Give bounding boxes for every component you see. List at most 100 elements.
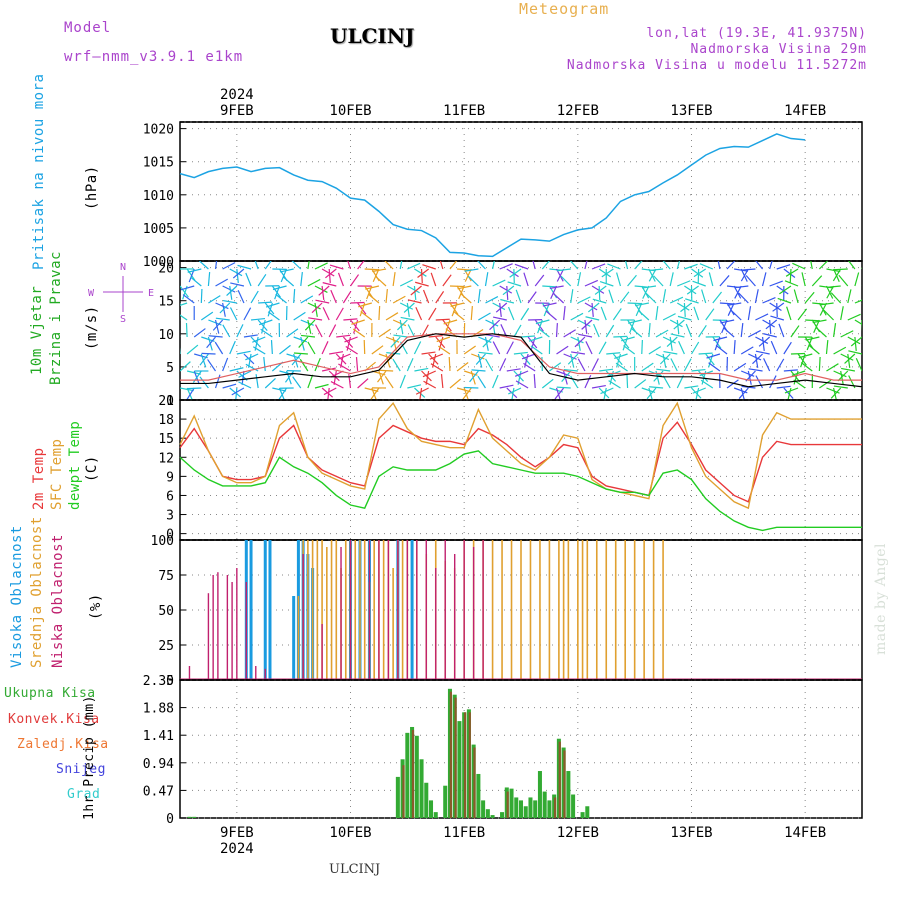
wind-barb xyxy=(727,302,735,316)
wind-barb xyxy=(378,305,381,321)
wind-barb xyxy=(808,344,820,355)
wind-barb xyxy=(599,280,614,287)
y-tick-label: 2.35 xyxy=(143,674,174,689)
wind-barb xyxy=(357,378,369,389)
wind-barb xyxy=(378,328,391,338)
precip-conv-bar xyxy=(563,750,566,818)
wind-barb xyxy=(307,341,316,355)
temp-sfc-label: SFC Temp xyxy=(49,438,65,510)
wind-barb xyxy=(199,353,209,366)
wind-barb xyxy=(761,272,767,287)
y-tick-label: 0 xyxy=(166,812,174,827)
wind-barb xyxy=(601,268,614,278)
compass-w: W xyxy=(88,288,95,299)
wind-barb xyxy=(670,333,685,338)
wind-barb xyxy=(747,306,752,321)
wind-barb xyxy=(463,345,476,355)
wind-barb xyxy=(776,285,789,295)
wind-barb xyxy=(600,387,614,395)
wind-barb xyxy=(257,319,268,332)
wind-barb xyxy=(482,336,494,348)
wind-barb xyxy=(384,261,394,270)
precip-conv-bar xyxy=(553,797,557,818)
wind-barb xyxy=(413,285,417,300)
wind-barb xyxy=(478,336,492,344)
wind-barb xyxy=(420,268,423,284)
wind-barb xyxy=(584,261,588,270)
wind-barb xyxy=(180,285,189,298)
wind-barb xyxy=(438,345,451,355)
wind-barb xyxy=(435,291,445,304)
precip-total-bar xyxy=(585,806,590,818)
wind-barb xyxy=(830,292,842,304)
wind-barb xyxy=(245,363,259,372)
wind-barb xyxy=(514,370,529,377)
wind-barb xyxy=(180,302,188,307)
wind-barb xyxy=(337,353,351,361)
wind-barb xyxy=(783,387,794,399)
wind-barb xyxy=(844,353,856,364)
wind-barb xyxy=(762,296,776,304)
wind-barb xyxy=(265,302,280,308)
wind-barb xyxy=(585,316,600,321)
wind-barb xyxy=(800,362,813,372)
wind-barb xyxy=(556,345,569,355)
wind-barb xyxy=(499,302,502,317)
wind-barb xyxy=(776,264,791,270)
precip-conv-bar xyxy=(402,765,405,818)
wind-barb xyxy=(570,289,574,304)
wind-barb xyxy=(347,261,352,270)
wind-barb xyxy=(241,370,245,385)
precip-total-bar xyxy=(547,800,552,818)
wind-barb xyxy=(226,285,238,296)
precip-conv-bar xyxy=(463,712,467,818)
wind-barb xyxy=(542,302,557,307)
wind-barb xyxy=(485,319,499,327)
wind-barb xyxy=(299,358,309,372)
wind-barb xyxy=(769,261,773,270)
wind-barb xyxy=(662,313,676,321)
wind-barb xyxy=(250,317,266,321)
wind-barb xyxy=(659,353,671,365)
wind-barb xyxy=(422,370,436,378)
wind-barb xyxy=(649,386,664,389)
wind-barb xyxy=(357,261,365,270)
wind-barb xyxy=(634,261,643,270)
wind-barb xyxy=(484,336,489,351)
wind-barb xyxy=(577,358,586,372)
wind-barb xyxy=(293,288,296,304)
wind-barb xyxy=(278,387,288,400)
panel-frame xyxy=(179,679,863,819)
wind-barb xyxy=(534,319,544,332)
wind-barb xyxy=(670,358,678,372)
wind-barb xyxy=(598,387,610,399)
y-tick-label: 1000 xyxy=(143,255,174,270)
wind-barb xyxy=(783,369,798,372)
wind-barb xyxy=(587,302,600,313)
wind-barb xyxy=(861,285,862,286)
wind-barb xyxy=(436,336,451,343)
y-tick-label: 0.94 xyxy=(143,757,174,772)
temp-line-0 xyxy=(179,421,862,503)
wind-barb xyxy=(584,302,598,311)
wind-barb xyxy=(399,261,403,270)
wind-barb xyxy=(600,306,607,321)
precip-total-bar xyxy=(500,812,505,818)
wind-barb xyxy=(563,329,576,338)
wind-barb xyxy=(500,298,515,304)
precip-conv-label: Konvek.Kisa xyxy=(8,712,100,727)
wind-barb xyxy=(198,261,209,270)
wind-panel: 0 5 10 15 20 N E S W xyxy=(88,260,863,409)
wind-barb xyxy=(772,302,785,312)
wind-barb xyxy=(355,356,359,372)
wind-barb xyxy=(706,353,721,359)
wind-barb xyxy=(428,353,439,365)
wind-barb xyxy=(833,385,848,389)
wind-barb xyxy=(231,387,245,396)
wind-barb xyxy=(747,370,752,385)
wind-barb xyxy=(818,356,821,372)
wind-barb xyxy=(826,285,841,288)
wind-barb xyxy=(523,362,536,372)
wind-barb xyxy=(180,314,188,321)
wind-barb xyxy=(812,319,827,324)
